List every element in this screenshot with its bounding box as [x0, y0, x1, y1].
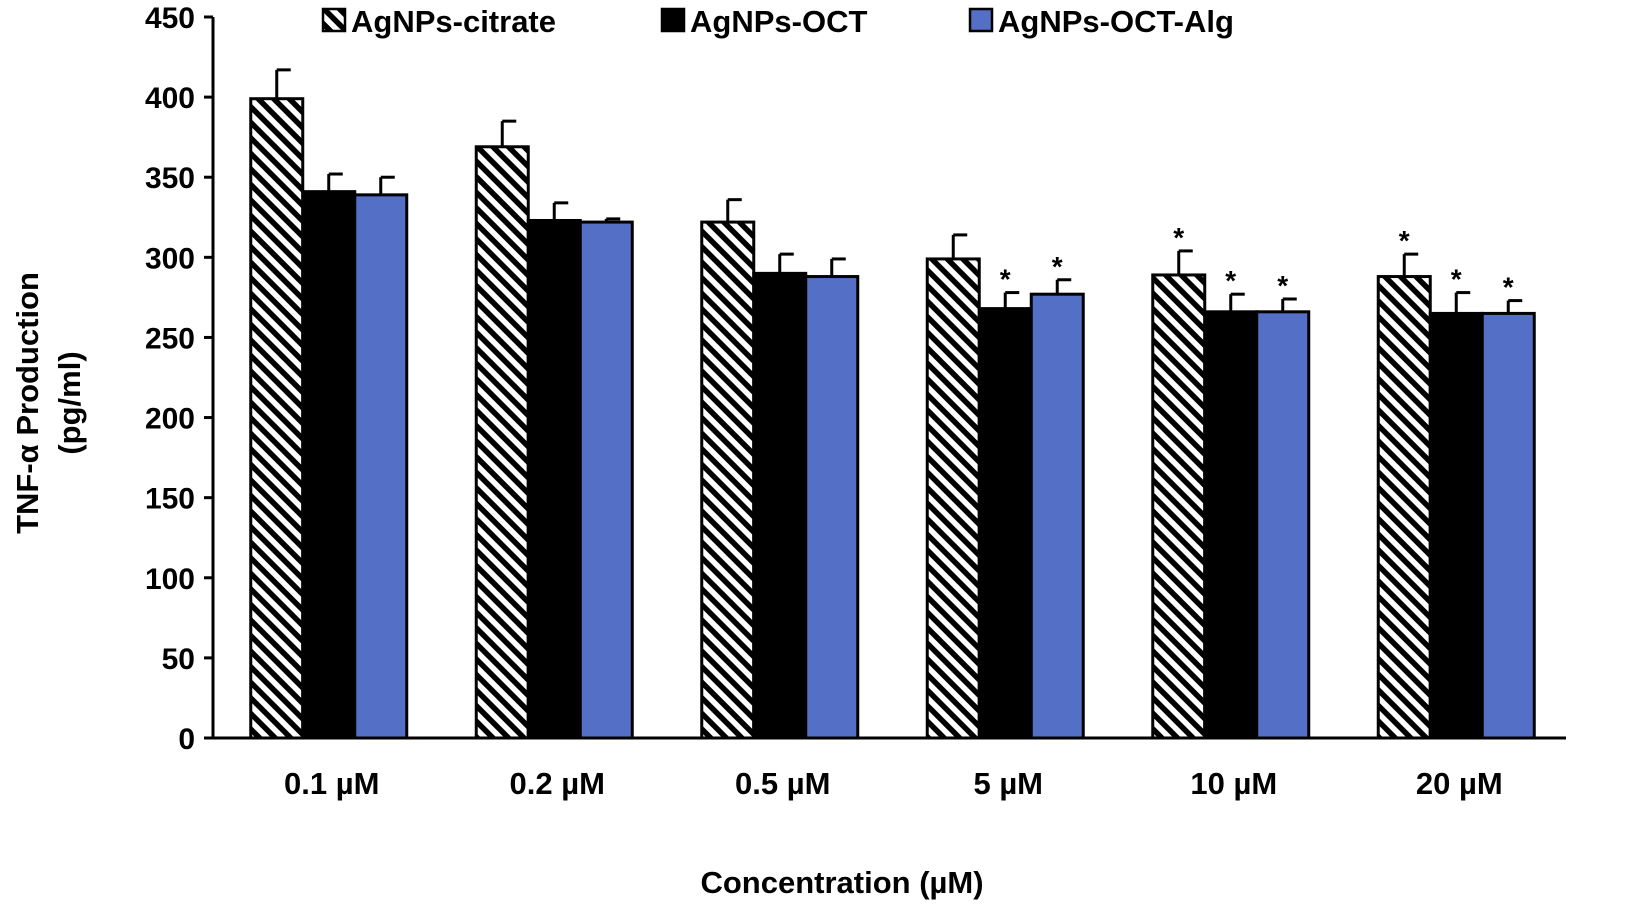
legend-item: AgNPs-OCT-Alg: [968, 4, 1234, 39]
x-axis-title: Concentration (µM): [700, 865, 983, 900]
y-tick-label: 300: [145, 242, 195, 275]
bar: [752, 271, 808, 740]
significance-marker: *: [1000, 264, 1011, 295]
bar: [1151, 273, 1207, 740]
y-tick-label: 0: [178, 723, 195, 756]
bar: [474, 145, 530, 740]
y-tick-label: 200: [145, 403, 195, 436]
bar: [1029, 292, 1085, 740]
bar-group: * * *: [1151, 222, 1311, 740]
bar: [578, 220, 634, 740]
legend-swatch: [968, 7, 994, 33]
y-axis-title: TNF-α Production (pg/ml): [10, 272, 87, 534]
bar: [700, 220, 756, 740]
legend-label: AgNPs-OCT: [690, 4, 867, 39]
significance-marker: *: [1225, 265, 1236, 296]
y-tick-label: 350: [145, 162, 195, 195]
bar: [301, 190, 357, 740]
legend-label: AgNPs-citrate: [351, 4, 556, 39]
significance-marker: *: [1277, 270, 1288, 301]
y-tick-label: 50: [162, 643, 195, 676]
bar: [353, 193, 409, 740]
significance-marker: *: [1503, 272, 1514, 303]
legend: AgNPs-citrate AgNPs-OCT AgNPs-OCT-Alg: [321, 4, 1234, 39]
y-tick-label: 150: [145, 483, 195, 516]
x-tick-label: 10 µM: [1190, 766, 1277, 801]
x-tick-label: 0.1 µM: [284, 766, 379, 801]
bar: [1255, 310, 1311, 740]
y-axis-title-line: (pg/ml): [52, 351, 87, 454]
legend-swatch: [660, 7, 686, 33]
y-tick-label: 100: [145, 563, 195, 596]
bar-group: [474, 119, 634, 740]
bar-groups: * *** *** *: [249, 68, 1536, 740]
x-tick-label: 20 µM: [1416, 766, 1503, 801]
x-tick-label: 0.5 µM: [735, 766, 830, 801]
significance-marker: *: [1173, 222, 1184, 253]
bar: [1376, 275, 1432, 740]
bar: [1203, 310, 1259, 740]
y-tick-label: 400: [145, 82, 195, 115]
bar-group: * *: [925, 233, 1085, 740]
axes: [211, 17, 1566, 740]
legend-swatch: [321, 7, 347, 33]
y-axis-ticks: 0 50 100 150 200 250 300 350 400 450: [145, 2, 213, 756]
y-axis-title-line: TNF-α Production: [10, 272, 45, 534]
y-tick-label: 450: [145, 2, 195, 35]
bar: [249, 97, 305, 740]
bar: [526, 218, 582, 740]
y-tick-label: 250: [145, 322, 195, 355]
legend-item: AgNPs-OCT: [660, 4, 867, 39]
bar-group: [700, 198, 860, 740]
bar: [977, 307, 1033, 740]
significance-marker: *: [1399, 225, 1410, 256]
bar: [925, 257, 981, 740]
bar-group: [249, 68, 409, 740]
x-tick-label: 0.2 µM: [510, 766, 605, 801]
x-tick-label: 5 µM: [973, 766, 1043, 801]
significance-marker: *: [1052, 251, 1063, 282]
significance-marker: *: [1451, 264, 1462, 295]
bar: [804, 275, 860, 740]
bar: [1428, 311, 1484, 740]
legend-item: AgNPs-citrate: [321, 4, 556, 39]
bar-group: * * *: [1376, 225, 1536, 740]
legend-label: AgNPs-OCT-Alg: [998, 4, 1234, 39]
bar: [1480, 311, 1536, 740]
x-axis-ticks: 0.1 µM 0.2 µM 0.5 µM 5 µM 10 µM 20 µM: [284, 766, 1503, 801]
